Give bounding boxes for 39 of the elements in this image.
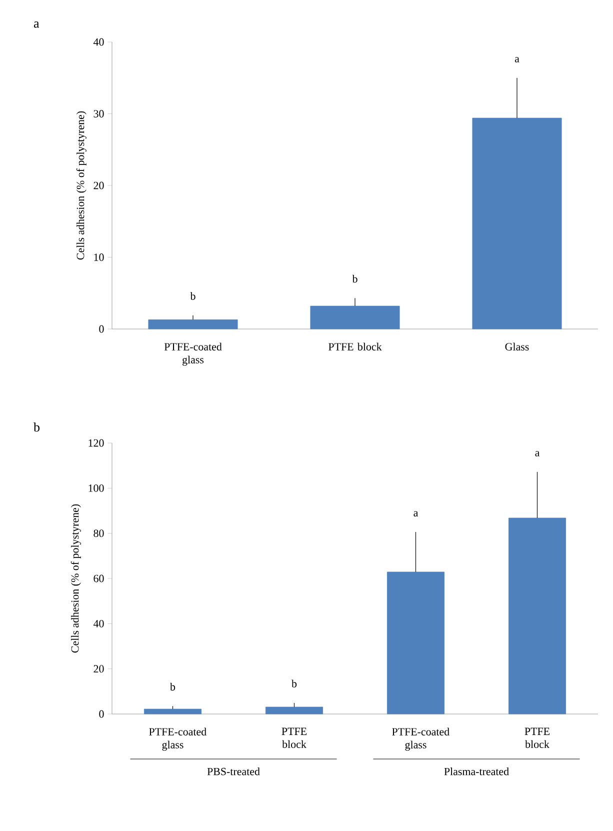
- y-axis-title: Cells adhesion (% of polystyrene): [70, 504, 81, 653]
- bar: [265, 706, 323, 714]
- y-tick-label: 10: [94, 254, 104, 261]
- bar: [148, 319, 238, 330]
- annotation: b: [190, 292, 196, 300]
- y-tick-label: 40: [93, 38, 104, 46]
- chart-title: a: [34, 22, 40, 28]
- y-tick-label: 20: [94, 182, 104, 190]
- y-tick-label: 120: [88, 439, 104, 447]
- y-tick-label: 80: [94, 530, 104, 538]
- x-tick-label: PTFE block: [282, 728, 306, 748]
- y-tick-label: 30: [94, 110, 104, 118]
- y-axis-title: Cells adhesion (% of polystyrene): [76, 111, 86, 260]
- y-tick-label: 40: [93, 620, 104, 628]
- annotation: a: [514, 57, 520, 62]
- y-tick-label: 0: [99, 325, 104, 333]
- x-tick-label: PTFE-coated glass: [392, 728, 450, 751]
- bar: [310, 306, 400, 330]
- text: Plasma-treated: [444, 768, 509, 776]
- bar: [386, 572, 444, 714]
- annotation: b: [352, 274, 358, 283]
- y-tick-label: 0: [99, 710, 104, 718]
- chart-title: b: [34, 422, 40, 432]
- x-tick-label: PTFE block: [328, 342, 382, 350]
- x-tick-label: PTFE block: [524, 728, 550, 748]
- x-tick-label: PTFE-coated glass: [149, 728, 206, 751]
- bar: [472, 118, 562, 330]
- x-tick-label: PTFE-coated glass: [164, 342, 222, 366]
- y-tick-label: 20: [94, 665, 104, 673]
- annotation: b: [292, 680, 297, 688]
- x-tick-label: Glass: [505, 342, 529, 350]
- annotation: b: [170, 682, 176, 691]
- y-tick-label: 100: [88, 484, 104, 492]
- text: PBS-treated: [207, 768, 260, 776]
- annotation: a: [414, 511, 418, 516]
- annotation: a: [535, 451, 540, 456]
- y-tick-label: 60: [94, 574, 104, 582]
- bar: [508, 518, 566, 714]
- bar: [144, 708, 202, 714]
